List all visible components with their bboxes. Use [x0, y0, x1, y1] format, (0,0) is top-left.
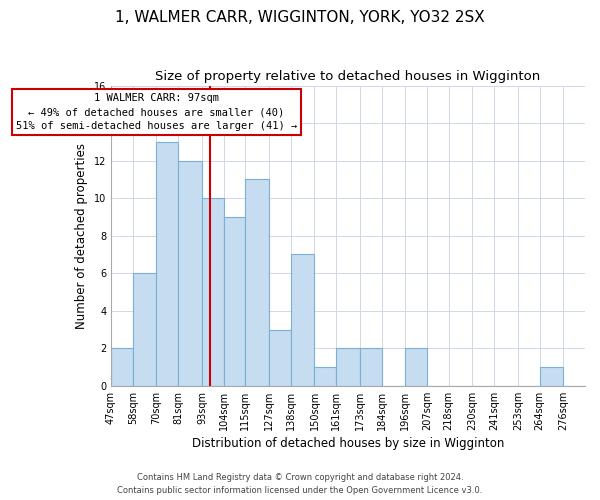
Text: Contains HM Land Registry data © Crown copyright and database right 2024.
Contai: Contains HM Land Registry data © Crown c… — [118, 474, 482, 495]
Bar — [157, 142, 178, 386]
X-axis label: Distribution of detached houses by size in Wigginton: Distribution of detached houses by size … — [192, 437, 504, 450]
Text: 1 WALMER CARR: 97sqm
← 49% of detached houses are smaller (40)
51% of semi-detac: 1 WALMER CARR: 97sqm ← 49% of detached h… — [16, 93, 297, 131]
Bar — [539, 367, 563, 386]
Bar — [269, 330, 291, 386]
Title: Size of property relative to detached houses in Wigginton: Size of property relative to detached ho… — [155, 70, 541, 83]
Bar — [202, 198, 224, 386]
Bar — [133, 273, 157, 386]
Bar — [291, 254, 314, 386]
Bar — [336, 348, 360, 386]
Bar — [224, 217, 245, 386]
Bar — [245, 180, 269, 386]
Bar — [178, 160, 202, 386]
Bar — [111, 348, 133, 386]
Bar — [360, 348, 382, 386]
Y-axis label: Number of detached properties: Number of detached properties — [75, 142, 88, 328]
Bar — [405, 348, 427, 386]
Bar — [314, 367, 336, 386]
Text: 1, WALMER CARR, WIGGINTON, YORK, YO32 2SX: 1, WALMER CARR, WIGGINTON, YORK, YO32 2S… — [115, 10, 485, 25]
